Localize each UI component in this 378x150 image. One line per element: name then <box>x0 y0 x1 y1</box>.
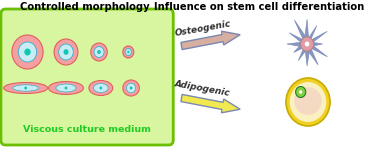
Circle shape <box>12 35 43 69</box>
Circle shape <box>290 82 326 122</box>
Circle shape <box>24 48 31 56</box>
Circle shape <box>125 48 132 56</box>
Circle shape <box>91 43 107 61</box>
Ellipse shape <box>123 80 139 96</box>
Ellipse shape <box>127 83 136 93</box>
Ellipse shape <box>13 85 39 91</box>
Text: Controlled morphology: Controlled morphology <box>20 2 150 12</box>
Circle shape <box>127 51 130 53</box>
Polygon shape <box>181 94 240 113</box>
Circle shape <box>286 78 330 126</box>
Circle shape <box>94 46 104 57</box>
FancyBboxPatch shape <box>1 9 173 145</box>
Circle shape <box>305 42 309 46</box>
Ellipse shape <box>93 84 108 93</box>
Polygon shape <box>287 19 327 66</box>
Circle shape <box>59 44 73 60</box>
Text: Adipogenic: Adipogenic <box>174 79 231 98</box>
Circle shape <box>97 50 101 54</box>
Circle shape <box>65 87 67 90</box>
Circle shape <box>24 87 27 90</box>
Ellipse shape <box>4 82 48 93</box>
Text: Viscous culture medium: Viscous culture medium <box>23 125 151 134</box>
Ellipse shape <box>49 81 84 94</box>
Circle shape <box>19 42 37 62</box>
Circle shape <box>130 87 132 90</box>
Polygon shape <box>181 31 240 50</box>
Ellipse shape <box>56 84 76 92</box>
Circle shape <box>64 49 68 55</box>
Circle shape <box>301 37 313 51</box>
Circle shape <box>99 87 102 90</box>
Circle shape <box>54 39 78 65</box>
Ellipse shape <box>89 81 113 96</box>
Circle shape <box>296 87 306 98</box>
Ellipse shape <box>294 87 322 115</box>
Circle shape <box>299 90 302 94</box>
Text: Influence on stem cell differentiation: Influence on stem cell differentiation <box>154 2 364 12</box>
Circle shape <box>123 46 134 58</box>
Text: Osteogenic: Osteogenic <box>174 19 232 38</box>
